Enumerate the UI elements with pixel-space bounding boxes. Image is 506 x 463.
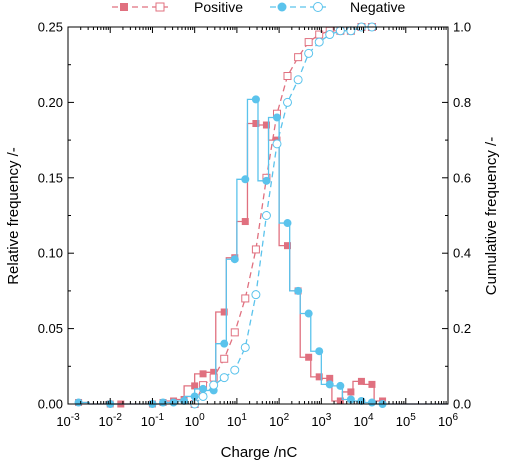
positive-relative-point bbox=[220, 308, 228, 316]
negative-cumulative-point bbox=[261, 211, 271, 220]
negative-relative-point bbox=[220, 339, 229, 348]
negative-cumulative-point bbox=[251, 290, 261, 300]
y-left-tick-label: 0.00 bbox=[38, 397, 63, 412]
plot-frame bbox=[67, 26, 449, 405]
axes: 10-3 10-2 10-1 100 101 102 103 104 105 106 0.00 0.0… bbox=[38, 20, 471, 430]
y-right-tick-label: 0.4 bbox=[453, 246, 471, 261]
positive-relative-point bbox=[262, 121, 270, 129]
y-left-tick-label: 0.05 bbox=[38, 321, 63, 336]
negative-relative-point bbox=[336, 381, 345, 390]
negative-cumulative-point bbox=[304, 48, 314, 58]
y-right-tick-label: 0.0 bbox=[453, 397, 471, 412]
y-right-axis-title: Cumulative frequency /- bbox=[483, 137, 500, 295]
negative-cumulative-point bbox=[272, 139, 282, 149]
positive-legend-label: Positive bbox=[194, 0, 243, 15]
positive-relative-point bbox=[336, 397, 344, 405]
y-left-tick-label: 0.15 bbox=[38, 170, 63, 185]
negative-relative-point bbox=[74, 398, 83, 407]
positive-legend-marker-filled bbox=[120, 3, 128, 11]
negative-relative-point bbox=[304, 309, 313, 318]
positive-cumulative-point bbox=[283, 72, 292, 81]
positive-cumulative-point bbox=[220, 354, 229, 363]
negative-cumulative-point bbox=[325, 30, 335, 40]
y-left-tick-label: 0.25 bbox=[38, 20, 63, 35]
y-right-tick-label: 1.0 bbox=[453, 20, 471, 35]
positive-relative-point bbox=[241, 218, 249, 226]
negative-relative-point bbox=[190, 392, 199, 401]
positive-relative-point bbox=[368, 380, 376, 388]
plot-area bbox=[74, 22, 448, 409]
positive-relative-point bbox=[199, 370, 207, 378]
positive-cumulative-line bbox=[194, 26, 372, 405]
legend: Positive Negative bbox=[112, 0, 405, 15]
negative-relative-point bbox=[241, 175, 250, 184]
negative-legend-marker-filled bbox=[277, 2, 287, 12]
negative-cumulative-point bbox=[219, 373, 229, 383]
negative-relative-point bbox=[283, 219, 292, 228]
positive-relative-point bbox=[191, 382, 199, 390]
negative-cumulative-point bbox=[198, 391, 208, 401]
y-left-tick-label: 0.10 bbox=[38, 246, 63, 261]
negative-cumulative-point bbox=[335, 26, 345, 36]
x-tick-label: 100 bbox=[185, 412, 205, 429]
negative-histogram-line bbox=[77, 98, 448, 405]
y-right-tick-label: 0.8 bbox=[453, 95, 471, 110]
negative-cumulative-point bbox=[240, 342, 250, 352]
negative-legend-label: Negative bbox=[350, 0, 405, 15]
x-tick-label: 10-2 bbox=[99, 412, 123, 429]
negative-cumulative-line bbox=[194, 26, 372, 405]
x-tick-label: 104 bbox=[354, 412, 374, 429]
positive-relative-point bbox=[315, 373, 323, 381]
y-right-tick-label: 0.2 bbox=[453, 321, 471, 336]
x-tick-label: 106 bbox=[438, 412, 458, 429]
negative-relative-point bbox=[315, 347, 324, 356]
negative-cumulative-point bbox=[314, 37, 324, 47]
positive-cumulative-point bbox=[241, 294, 250, 303]
positive-relative-point bbox=[357, 377, 365, 385]
y-right-tick-label: 0.6 bbox=[453, 170, 471, 185]
negative-relative-point bbox=[262, 176, 271, 185]
negative-relative-point bbox=[294, 286, 303, 295]
positive-relative-point bbox=[326, 374, 334, 382]
positive-cumulative-point bbox=[294, 53, 303, 62]
positive-legend-marker-open bbox=[155, 2, 165, 12]
positive-relative-point bbox=[347, 388, 355, 396]
y-left-axis-title: Relative frequency /- bbox=[5, 147, 22, 285]
negative-cumulative-point bbox=[282, 97, 292, 107]
x-tick-label: 101 bbox=[227, 412, 247, 429]
positive-cumulative-point bbox=[230, 328, 239, 337]
negative-relative-point bbox=[169, 398, 178, 407]
positive-cumulative-point bbox=[304, 38, 313, 47]
negative-relative-point bbox=[325, 380, 334, 389]
negative-relative-point bbox=[251, 95, 260, 104]
negative-cumulative-point bbox=[230, 365, 240, 375]
negative-cumulative-point bbox=[293, 75, 303, 85]
negative-relative-point bbox=[199, 384, 208, 393]
negative-relative-point bbox=[367, 398, 376, 407]
x-axis-title: Charge /nC bbox=[221, 444, 298, 461]
negative-relative-point bbox=[272, 113, 281, 122]
positive-relative-point bbox=[305, 353, 313, 361]
positive-histogram-line bbox=[77, 122, 448, 405]
positive-relative-point bbox=[252, 120, 260, 128]
positive-relative-point bbox=[210, 368, 218, 376]
x-tick-label: 102 bbox=[269, 412, 289, 429]
negative-relative-point bbox=[346, 395, 355, 404]
x-tick-label: 105 bbox=[396, 412, 416, 429]
positive-cumulative-point bbox=[251, 245, 260, 254]
negative-legend-marker-open bbox=[313, 2, 323, 12]
negative-cumulative-point bbox=[209, 380, 219, 390]
x-tick-label: 10-3 bbox=[56, 412, 80, 429]
y-left-tick-label: 0.20 bbox=[38, 95, 63, 110]
x-tick-label: 103 bbox=[311, 412, 331, 429]
negative-relative-point bbox=[230, 255, 239, 264]
negative-relative-point bbox=[159, 398, 168, 407]
x-tick-label: 10-1 bbox=[141, 412, 165, 429]
positive-relative-point bbox=[283, 242, 291, 250]
